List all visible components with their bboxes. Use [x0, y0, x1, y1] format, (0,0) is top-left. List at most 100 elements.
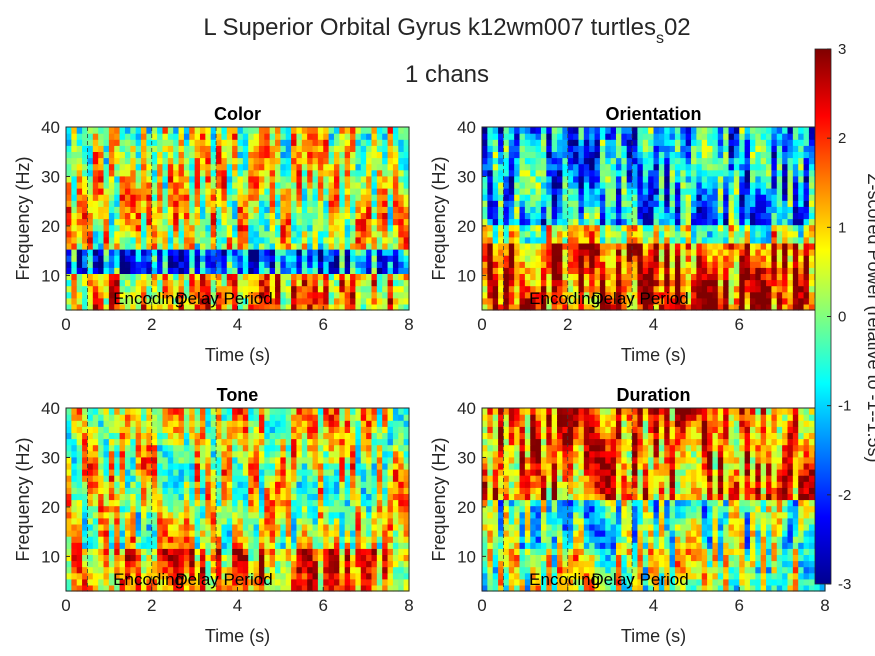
heatmap-cell	[291, 200, 298, 207]
heatmap-cell	[360, 206, 367, 213]
heatmap-cell	[108, 163, 115, 171]
heatmap-cell	[130, 181, 137, 189]
heatmap-cell	[728, 188, 735, 195]
heatmap-cell	[258, 163, 265, 171]
heatmap-cell	[803, 145, 810, 152]
heatmap-cell	[237, 499, 244, 507]
heatmap-cell	[178, 297, 185, 305]
heatmap-cell	[803, 242, 810, 250]
heatmap-cell	[637, 212, 644, 220]
heatmap-cell	[173, 279, 180, 287]
heatmap-cell	[194, 572, 201, 580]
heatmap-cell	[658, 206, 665, 213]
heatmap-cell	[728, 151, 735, 159]
heatmap-cell	[173, 554, 180, 562]
heatmap-cell	[108, 499, 115, 507]
heatmap-cell	[135, 279, 142, 287]
heatmap-cell	[685, 194, 692, 201]
heatmap-cell	[492, 303, 499, 311]
heatmap-cell	[573, 145, 580, 152]
heatmap-cell	[808, 242, 815, 250]
heatmap-cell	[366, 279, 373, 287]
heatmap-cell	[258, 194, 265, 201]
heatmap-cell	[173, 285, 180, 293]
heatmap-cell	[146, 236, 153, 244]
heatmap-cell	[82, 133, 89, 140]
heatmap-cell	[387, 145, 394, 152]
heatmap-cell	[87, 206, 94, 213]
heatmap-cell	[355, 487, 362, 494]
heatmap-cell	[291, 487, 298, 494]
heatmap-cell	[103, 548, 110, 555]
heatmap-cell	[344, 291, 351, 299]
heatmap-cell	[280, 236, 287, 244]
heatmap-cell	[669, 261, 676, 268]
heatmap-cell	[253, 236, 260, 244]
heatmap-cell	[503, 291, 510, 299]
heatmap-cell	[87, 255, 94, 262]
heatmap-cell	[205, 554, 212, 562]
heatmap-cell	[717, 230, 724, 238]
x-tick-label: 0	[61, 315, 70, 334]
heatmap-cell	[189, 200, 196, 207]
heatmap-cell	[194, 218, 201, 226]
heatmap-cell	[124, 163, 131, 171]
heatmap-cell	[258, 554, 265, 562]
heatmap-cell	[680, 157, 687, 165]
heatmap-cell	[749, 297, 756, 305]
heatmap-cell	[242, 133, 249, 140]
heatmap-cell	[258, 560, 265, 568]
heatmap-cell	[594, 242, 601, 250]
heatmap-cell	[264, 249, 271, 256]
heatmap-cell	[605, 218, 612, 226]
heatmap-cell	[323, 487, 330, 494]
heatmap-cell	[339, 163, 346, 171]
heatmap-cell	[744, 230, 751, 238]
heatmap-cell	[642, 212, 649, 220]
heatmap-cell	[557, 236, 563, 244]
heatmap-cell	[755, 242, 762, 250]
heatmap-cell	[387, 505, 394, 513]
heatmap-cell	[258, 584, 265, 592]
heatmap-cell	[546, 133, 553, 140]
heatmap-cell	[199, 139, 206, 146]
heatmap-cell	[210, 554, 217, 562]
heatmap-cell	[280, 566, 287, 574]
heatmap-cell	[114, 542, 121, 549]
heatmap-cell	[808, 230, 815, 238]
heatmap-cell	[307, 139, 314, 146]
heatmap-cell	[183, 133, 190, 140]
heatmap-cell	[573, 194, 580, 201]
heatmap-cell	[567, 212, 574, 220]
heatmap-cell	[355, 212, 362, 220]
heatmap-cell	[199, 530, 206, 537]
heatmap-cell	[707, 133, 714, 140]
heatmap-cell	[253, 487, 260, 494]
heatmap-cell	[387, 578, 394, 586]
heatmap-cell	[275, 297, 281, 305]
heatmap-cell	[350, 157, 357, 165]
heatmap-cell	[540, 303, 547, 311]
heatmap-cell	[291, 536, 298, 543]
heatmap-cell	[124, 212, 131, 220]
heatmap-cell	[237, 194, 244, 201]
heatmap-cell	[621, 175, 628, 183]
heatmap-cell	[124, 139, 131, 146]
heatmap-cell	[366, 285, 373, 293]
heatmap-cell	[269, 151, 276, 159]
heatmap-cell	[151, 267, 158, 274]
heatmap-cell	[578, 200, 585, 207]
heatmap-cell	[285, 145, 292, 152]
heatmap-cell	[333, 578, 340, 586]
heatmap-cell	[242, 163, 249, 171]
heatmap-cell	[124, 218, 131, 226]
heatmap-cell	[691, 267, 697, 274]
y-axis-label: Frequency (Hz)	[13, 156, 33, 280]
heatmap-cell	[285, 261, 292, 268]
heatmap-cell	[573, 273, 580, 281]
heatmap-cell	[232, 566, 239, 574]
heatmap-cell	[130, 536, 137, 543]
heatmap-cell	[680, 261, 687, 268]
heatmap-cell	[535, 218, 542, 226]
heatmap-cell	[135, 163, 142, 171]
